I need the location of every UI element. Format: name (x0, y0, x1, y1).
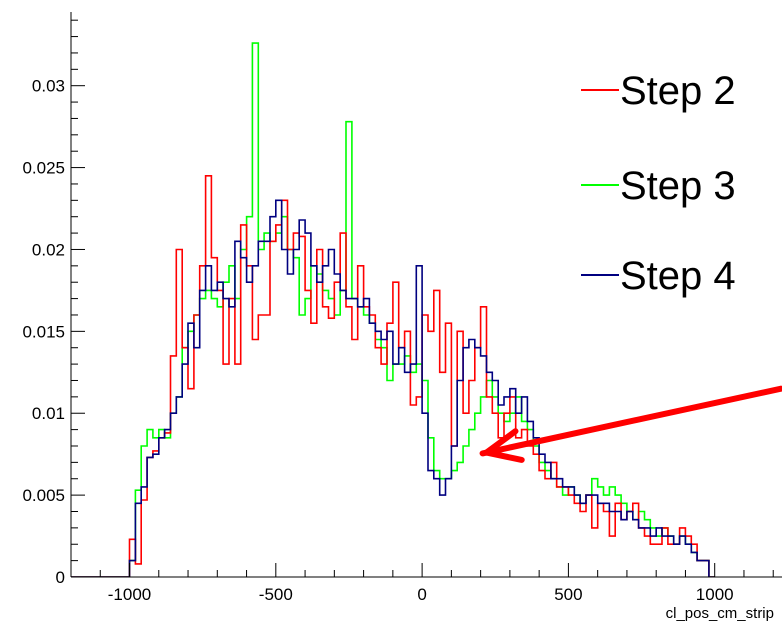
y-tick-label: 0.005 (22, 486, 65, 505)
legend: Step 2 Step 3 Step 4 (581, 69, 736, 298)
x-tick-label: 500 (554, 585, 582, 604)
annotation-arrow-head (483, 428, 525, 463)
x-tick-label: -1000 (108, 585, 151, 604)
y-tick-label: 0.01 (32, 404, 65, 423)
series-line-step-4 (71, 199, 715, 577)
y-tick-label: 0.015 (22, 322, 65, 341)
annotation-arrow-shaft (479, 385, 782, 457)
annotation-layer (479, 385, 782, 463)
series-line-step-2 (71, 175, 715, 577)
legend-label-step-4: Step 4 (620, 254, 736, 298)
series-layer (71, 42, 715, 577)
x-tick-label: 0 (417, 585, 426, 604)
x-tick-label: -500 (259, 585, 293, 604)
y-tick-label: 0.02 (32, 240, 65, 259)
x-axis-title: cl_pos_cm_strip (666, 605, 774, 622)
legend-label-step-2: Step 2 (620, 69, 736, 113)
y-tick-label: 0 (56, 568, 65, 587)
axes-layer: 0 0.005 0.01 0.015 0.02 0.025 0.03 -1000 -500 0 50… (22, 12, 782, 604)
y-tick-label: 0.03 (32, 77, 65, 96)
legend-label-step-3: Step 3 (620, 164, 736, 208)
x-tick-label: 1000 (696, 585, 734, 604)
y-tick-label: 0.025 (22, 159, 65, 178)
